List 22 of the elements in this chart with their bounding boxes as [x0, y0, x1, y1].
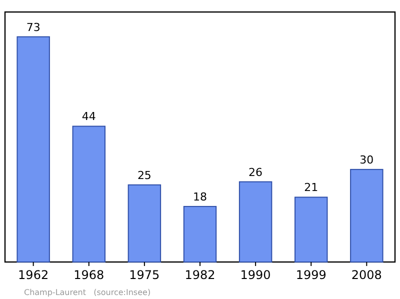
bar: [72, 126, 106, 262]
data-label: 26: [248, 166, 263, 179]
bar: [294, 196, 328, 262]
text: Champ-Laurent (source:Insee): [24, 288, 151, 297]
data-label: 25: [137, 168, 152, 182]
bar: [128, 184, 162, 262]
x-tick-label: 1975: [129, 268, 160, 282]
data-label: 44: [82, 110, 96, 124]
data-label: 30: [360, 153, 374, 166]
data-label: 21: [304, 181, 318, 194]
x-tick-label: 2008: [351, 268, 382, 282]
x-tick-label: 1968: [74, 268, 104, 282]
x-tick-label: 1990: [240, 268, 271, 282]
bar: [238, 181, 272, 262]
data-label: 18: [193, 190, 207, 204]
x-tick-label: 1982: [184, 268, 216, 282]
bar: [350, 168, 384, 262]
bar: [183, 206, 217, 262]
bar: [16, 36, 50, 262]
x-tick-label: 1999: [296, 268, 326, 282]
data-label: 73: [26, 20, 40, 34]
x-tick-label: 1962: [18, 268, 49, 282]
